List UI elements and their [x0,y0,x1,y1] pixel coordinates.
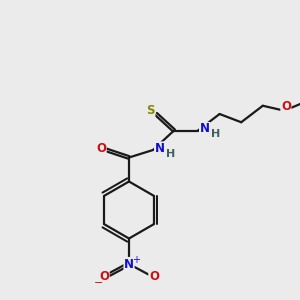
Text: H: H [212,129,220,139]
Text: N: N [154,142,165,155]
Text: O: O [96,142,106,155]
Text: N: N [124,257,134,271]
Text: S: S [146,104,155,118]
Text: −: − [94,278,104,288]
Text: H: H [167,148,176,159]
Text: O: O [99,269,109,283]
Text: N: N [200,122,210,136]
Text: +: + [132,255,140,265]
Text: O: O [281,100,291,113]
Text: O: O [149,269,159,283]
